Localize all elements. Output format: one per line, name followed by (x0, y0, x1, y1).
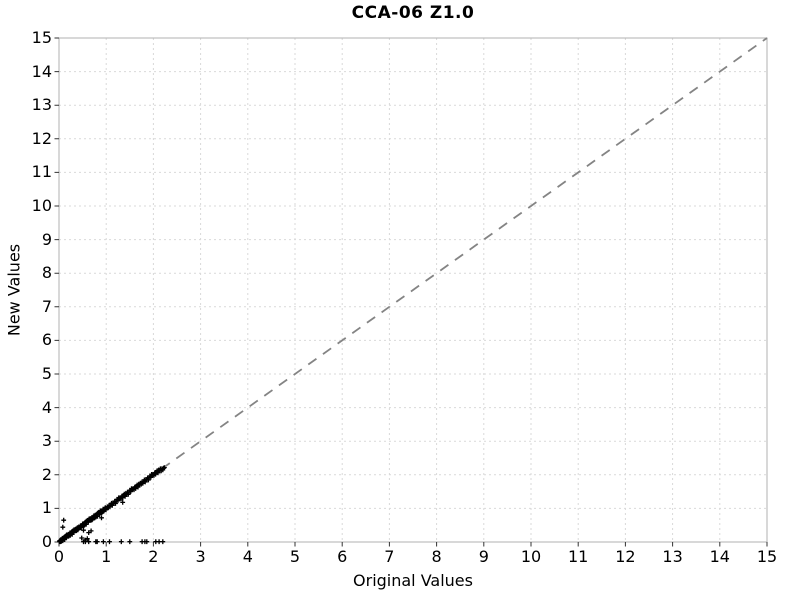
x-tick-label: 1 (101, 547, 112, 566)
y-tick-label: 15 (31, 28, 52, 47)
x-tick-label: 10 (520, 547, 542, 566)
axis-tick-marks (54, 37, 768, 547)
chart-title: CCA-06 Z1.0 (351, 3, 475, 23)
x-tick-label: 5 (289, 547, 301, 566)
x-axis-title: Original Values (353, 571, 473, 590)
x-tick-label: 3 (195, 547, 206, 566)
y-tick-label: 12 (31, 128, 52, 148)
plot-border (58, 37, 768, 543)
y-tick-label: 8 (41, 263, 52, 283)
x-tick-label: 2 (148, 547, 159, 566)
x-tick-label: 4 (242, 547, 253, 566)
x-tick-label: 6 (337, 547, 348, 566)
x-tick-label: 13 (662, 547, 683, 566)
y-tick-label: 0 (41, 532, 52, 551)
x-tick-label: 12 (615, 547, 636, 566)
y-tick-label: 5 (41, 364, 52, 383)
y-tick-label: 7 (41, 296, 52, 316)
x-tick-label: 15 (756, 547, 778, 566)
x-tick-label: 7 (384, 547, 395, 566)
y-tick-label: 9 (41, 229, 52, 249)
x-tick-label: 11 (568, 547, 589, 566)
y-tick-label: 13 (31, 95, 52, 115)
y-tick-label: 14 (31, 61, 52, 81)
y-tick-label: 6 (41, 330, 52, 350)
y-tick-label: 1 (41, 498, 52, 518)
y-tick-label: 2 (41, 464, 52, 484)
y-axis-title: New Values (4, 243, 24, 337)
y-tick-label: 11 (31, 162, 52, 182)
x-tick-label: 14 (709, 547, 730, 566)
y-tick-label: 4 (41, 397, 52, 417)
x-tick-label: 0 (53, 547, 65, 566)
scatter-points (57, 465, 167, 545)
y-tick-label: 3 (41, 431, 52, 451)
y-tick-label: 10 (31, 196, 52, 215)
identity-line (58, 37, 768, 543)
x-tick-label: 9 (478, 547, 489, 566)
x-tick-label: 8 (431, 547, 442, 566)
